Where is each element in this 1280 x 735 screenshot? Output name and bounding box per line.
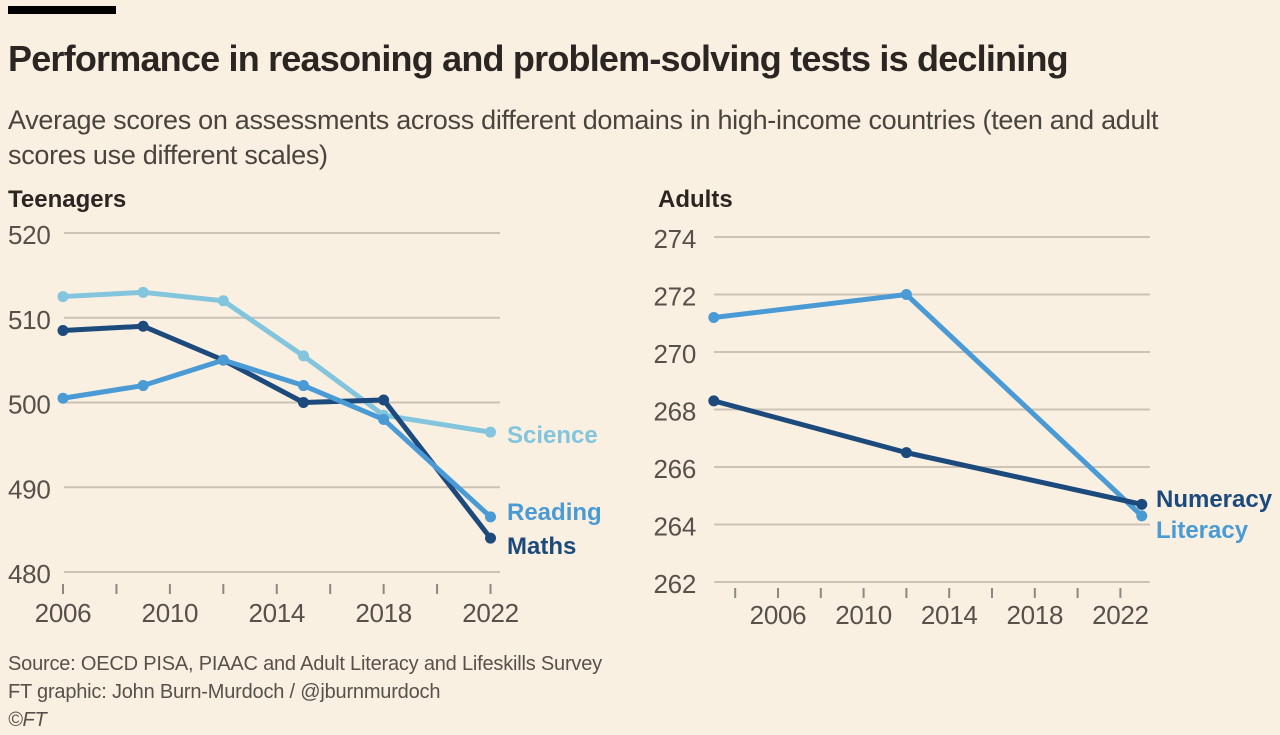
x-tick-label: 2014 <box>248 598 305 628</box>
teenagers-chart: 480 490 500 510 520 2006 2010 2014 2018 2022 Scien… <box>8 220 602 628</box>
data-point <box>1136 498 1148 510</box>
teenagers-panel-title: Teenagers <box>8 186 127 213</box>
data-point <box>485 532 497 544</box>
top-rule-bar <box>8 6 116 14</box>
x-tick-label: 2010 <box>142 598 199 628</box>
data-point <box>137 286 149 298</box>
data-point <box>57 324 69 336</box>
series-label: Maths <box>507 533 576 560</box>
data-point <box>1136 510 1148 522</box>
chart-title: Performance in reasoning and problem-sol… <box>8 38 1069 79</box>
data-point <box>708 395 720 407</box>
adults-panel-title: Adults <box>658 186 733 213</box>
series-literacy: Literacy <box>708 289 1249 544</box>
series-science: Science <box>57 286 598 449</box>
data-point <box>57 291 69 303</box>
copyright-line: ©FT <box>8 709 47 731</box>
data-point <box>297 350 309 362</box>
y-tick-label: 266 <box>654 454 696 484</box>
data-point <box>217 354 229 366</box>
source-line: Source: OECD PISA, PIAAC and Adult Liter… <box>8 653 602 675</box>
adults-chart: 262 264 266 268 270 272 274 2006 2010 2014 2018 202… <box>654 224 1273 630</box>
y-tick-label: 510 <box>8 305 50 335</box>
series-numeracy: Numeracy <box>708 395 1273 513</box>
y-tick-label: 264 <box>654 512 696 542</box>
y-tick-label: 268 <box>654 397 696 427</box>
data-point <box>137 380 149 392</box>
x-tick-label: 2010 <box>835 600 892 630</box>
x-tick-label: 2006 <box>35 598 92 628</box>
x-tick-label: 2014 <box>921 600 978 630</box>
y-tick-label: 270 <box>654 339 696 369</box>
credit-line: FT graphic: John Burn-Murdoch / @jburnmu… <box>8 681 441 703</box>
data-point <box>217 354 229 366</box>
data-point <box>378 409 390 421</box>
series-label: Reading <box>507 499 602 526</box>
x-tick-label: 2022 <box>462 598 519 628</box>
series-label: Literacy <box>1156 517 1249 544</box>
chart-subtitle-line-2: scores use different scales) <box>8 140 328 170</box>
y-tick-label: 272 <box>654 282 696 312</box>
footer: Source: OECD PISA, PIAAC and Adult Liter… <box>8 650 602 734</box>
data-point <box>297 380 309 392</box>
data-point <box>297 397 309 408</box>
data-point <box>900 447 912 459</box>
x-axis: 2006 2010 2014 2018 2022 <box>734 588 1149 630</box>
series-label: Numeracy <box>1156 486 1273 513</box>
chart-subtitle: Average scores on assessments across dif… <box>8 103 1253 173</box>
x-tick-label: 2018 <box>355 598 412 628</box>
y-tick-label: 520 <box>8 220 50 250</box>
x-tick-label: 2018 <box>1006 600 1063 630</box>
y-tick-label: 500 <box>8 390 50 420</box>
x-axis: 2006 2010 2014 2018 2022 <box>35 584 519 628</box>
series-reading: Reading <box>57 354 602 526</box>
chart-subtitle-line-1: Average scores on assessments across dif… <box>8 105 1159 135</box>
y-tick-label: 262 <box>654 569 696 599</box>
x-tick-label: 2006 <box>750 600 807 630</box>
y-tick-label: 480 <box>8 559 50 589</box>
data-point <box>217 295 229 307</box>
data-point <box>378 394 390 406</box>
y-tick-label: 274 <box>654 224 696 254</box>
data-point <box>137 320 149 332</box>
gridlines-and-ylabels: 480 490 500 510 520 <box>8 220 500 589</box>
x-tick-label: 2022 <box>1092 600 1149 630</box>
data-point <box>378 413 390 425</box>
data-point <box>57 392 69 404</box>
data-point <box>485 426 497 438</box>
data-point <box>485 511 497 523</box>
gridlines-and-ylabels: 262 264 266 268 270 272 274 <box>654 224 1150 599</box>
series-maths: Maths <box>57 320 576 560</box>
data-point <box>900 289 912 300</box>
data-point <box>708 312 720 323</box>
y-tick-label: 490 <box>8 474 50 504</box>
series-label: Science <box>507 422 598 449</box>
